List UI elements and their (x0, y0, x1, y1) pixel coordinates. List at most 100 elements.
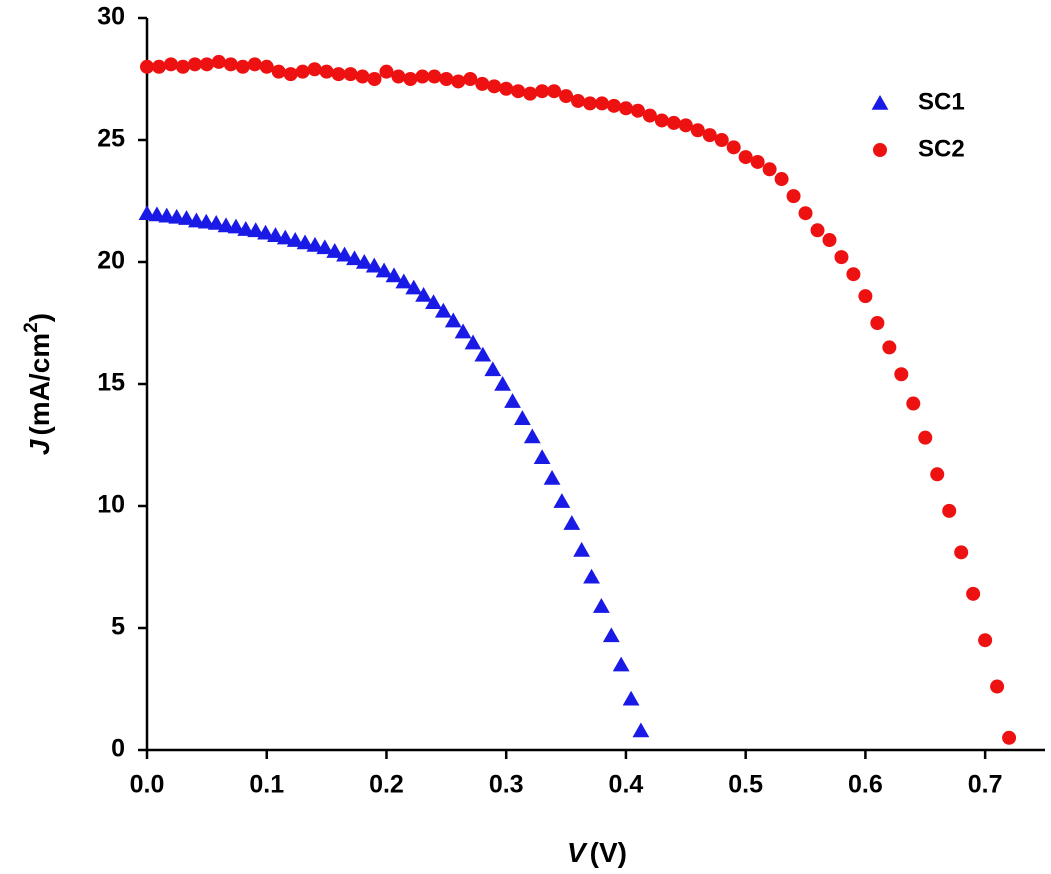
data-point (331, 67, 346, 82)
y-axis-title: J (mA/cm2) (21, 313, 55, 455)
data-point (1002, 730, 1017, 745)
data-point (846, 267, 861, 282)
data-point (151, 59, 166, 74)
y-axis-superscript: 2 (21, 322, 42, 333)
data-point (395, 273, 413, 289)
data-point (499, 81, 514, 96)
data-point (336, 246, 353, 262)
data-point (918, 430, 933, 445)
data-point (632, 722, 650, 738)
data-point (346, 250, 363, 266)
data-point (654, 113, 669, 128)
data-point (594, 96, 609, 111)
y-axis-close: ) (24, 313, 55, 322)
data-point (163, 57, 178, 72)
data-point (774, 172, 789, 187)
data-point (474, 346, 492, 362)
data-point (612, 656, 630, 672)
data-point (666, 115, 681, 130)
data-point (237, 221, 255, 236)
data-point (385, 267, 403, 283)
data-point (738, 150, 753, 165)
data-point (375, 262, 393, 278)
data-point (930, 467, 945, 482)
data-point (978, 633, 993, 648)
data-point (178, 210, 195, 225)
x-tick-label: 0.2 (369, 771, 404, 799)
data-point (533, 449, 551, 464)
data-point (197, 213, 215, 229)
data-point (702, 128, 717, 143)
data-point (286, 232, 304, 247)
data-point (365, 257, 383, 273)
data-point (306, 236, 324, 252)
data-point (439, 72, 454, 86)
data-point (504, 393, 521, 408)
data-point (295, 64, 310, 79)
data-point (425, 294, 442, 310)
data-point (138, 205, 156, 220)
data-point (547, 84, 562, 99)
y-tick-label: 25 (97, 125, 125, 153)
y-tick-label: 5 (111, 613, 125, 641)
data-point (296, 234, 314, 250)
data-point (954, 545, 969, 560)
data-point (726, 140, 741, 155)
data-point (523, 86, 538, 101)
data-point (257, 224, 274, 240)
data-point (148, 206, 166, 222)
data-point (463, 72, 478, 86)
data-point (405, 279, 423, 295)
data-point (326, 243, 344, 258)
data-point (762, 162, 777, 177)
x-axis-title: V (V) (567, 837, 627, 868)
data-point (235, 59, 250, 74)
data-point (316, 239, 334, 255)
data-point (942, 503, 957, 518)
data-point (487, 79, 502, 94)
y-axis-unit: (mA/cm (24, 333, 55, 436)
data-point (559, 89, 574, 104)
data-point (513, 410, 531, 425)
data-point (207, 214, 225, 230)
data-point (678, 118, 693, 133)
data-point (966, 586, 981, 601)
data-point (391, 69, 406, 84)
data-point (571, 93, 586, 108)
x-tick-label: 0.1 (249, 771, 284, 799)
data-point (606, 98, 621, 113)
data-point (188, 212, 205, 228)
data-point (822, 233, 837, 248)
data-point (690, 123, 705, 138)
data-point (217, 217, 235, 233)
data-point (990, 679, 1005, 694)
data-point (434, 302, 452, 318)
x-axis-unit: (V) (590, 837, 627, 868)
data-point (798, 206, 813, 221)
y-tick-label: 0 (111, 735, 125, 763)
data-point (592, 598, 610, 613)
data-point (475, 76, 490, 91)
data-point (535, 84, 550, 99)
data-point (618, 101, 633, 116)
y-axis-symbol: J (24, 438, 55, 455)
data-point (630, 103, 645, 118)
data-point (563, 515, 581, 530)
data-point (810, 223, 825, 238)
data-point (247, 222, 265, 238)
data-point (858, 289, 873, 304)
data-point (158, 207, 176, 223)
data-point (247, 57, 262, 72)
data-point (415, 69, 430, 84)
data-point (834, 250, 849, 265)
data-point (211, 54, 226, 69)
data-point (523, 428, 541, 444)
data-point (786, 189, 801, 204)
data-point (187, 57, 202, 72)
data-point (367, 72, 382, 86)
data-point (175, 59, 190, 74)
data-point (276, 229, 294, 245)
y-tick-label: 30 (97, 3, 125, 31)
data-point (750, 154, 765, 169)
